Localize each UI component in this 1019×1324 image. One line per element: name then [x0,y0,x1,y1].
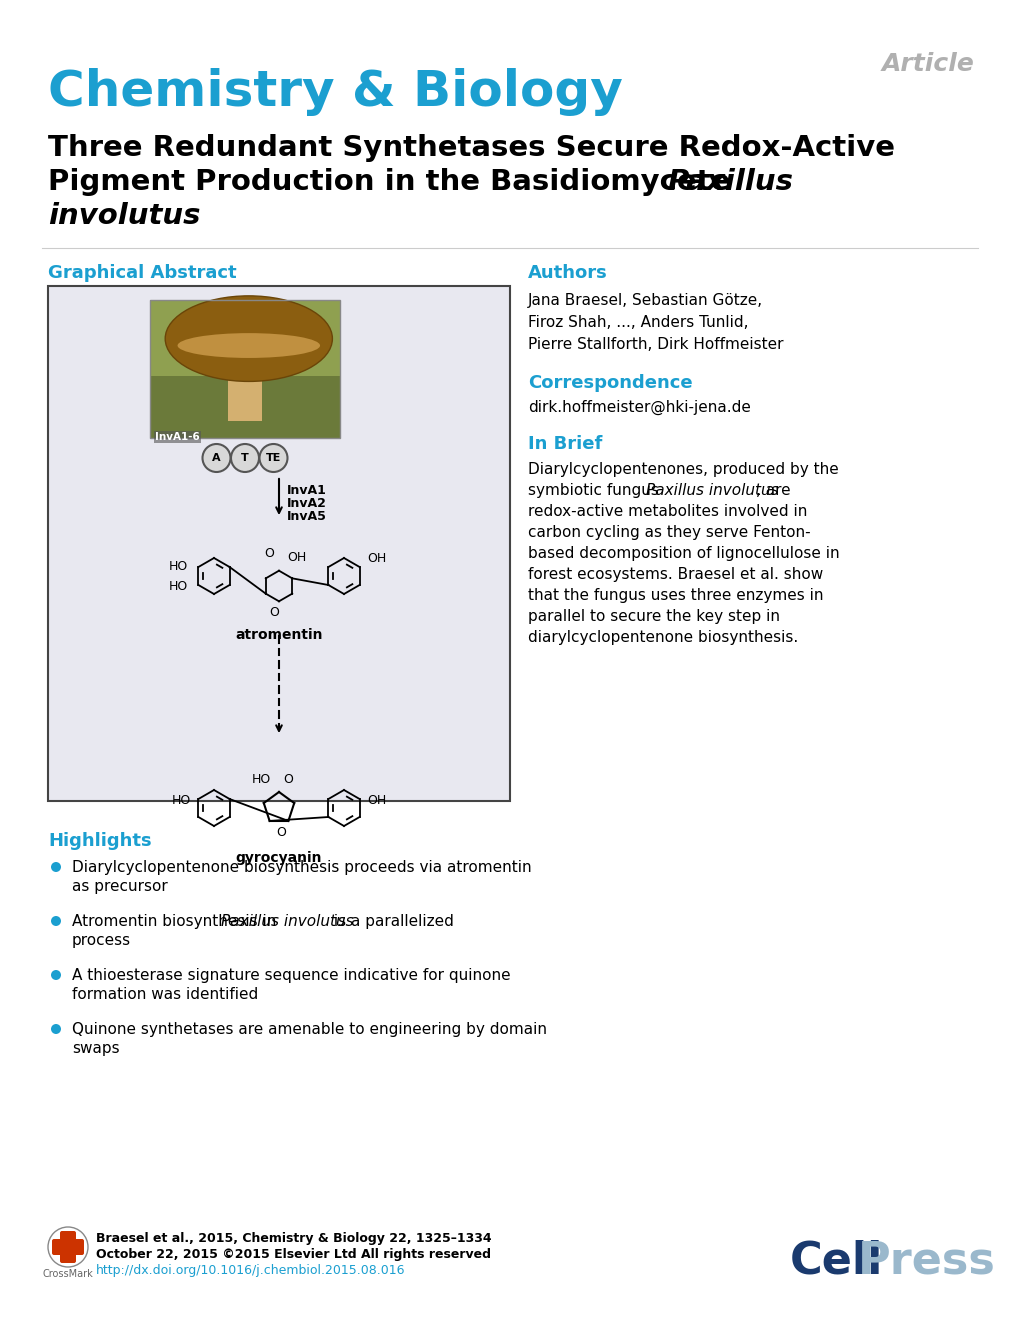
Text: based decomposition of lignocellulose in: based decomposition of lignocellulose in [528,545,839,561]
Text: T: T [240,453,249,463]
FancyBboxPatch shape [48,286,510,801]
Circle shape [51,970,61,980]
Text: InvA5: InvA5 [286,510,326,523]
Text: Authors: Authors [528,263,607,282]
Text: gyrocyanin: gyrocyanin [235,851,322,865]
Text: as precursor: as precursor [72,879,167,894]
Text: Highlights: Highlights [48,831,152,850]
Circle shape [259,444,287,471]
Text: that the fungus uses three enzymes in: that the fungus uses three enzymes in [528,588,822,602]
Text: atromentin: atromentin [235,628,322,642]
Text: formation was identified: formation was identified [72,986,258,1002]
Circle shape [51,916,61,925]
Text: TE: TE [266,453,281,463]
Text: Pierre Stallforth, Dirk Hoffmeister: Pierre Stallforth, Dirk Hoffmeister [528,338,783,352]
Text: OH: OH [367,793,386,806]
Ellipse shape [177,334,320,357]
Text: HO: HO [168,580,187,593]
Text: Paxillus: Paxillus [666,168,792,196]
Text: Braesel et al., 2015, Chemistry & Biology 22, 1325–1334: Braesel et al., 2015, Chemistry & Biolog… [96,1233,491,1245]
Text: forest ecosystems. Braesel et al. show: forest ecosystems. Braesel et al. show [528,567,822,583]
Text: Firoz Shah, ..., Anders Tunlid,: Firoz Shah, ..., Anders Tunlid, [528,315,748,330]
Circle shape [51,862,61,873]
FancyBboxPatch shape [52,1239,84,1255]
Text: Graphical Abstract: Graphical Abstract [48,263,236,282]
Text: Article: Article [881,52,974,75]
Text: Diarylcyclopentenone biosynthesis proceeds via atromentin: Diarylcyclopentenone biosynthesis procee… [72,861,531,875]
FancyBboxPatch shape [60,1231,76,1263]
Ellipse shape [165,295,332,381]
FancyBboxPatch shape [150,301,339,376]
Text: A: A [212,453,220,463]
Text: dirk.hoffmeister@hki-jena.de: dirk.hoffmeister@hki-jena.de [528,400,750,416]
Text: InvA1-6: InvA1-6 [155,432,200,442]
Text: InvA2: InvA2 [286,496,326,510]
Circle shape [48,1227,88,1267]
Text: http://dx.doi.org/10.1016/j.chembiol.2015.08.016: http://dx.doi.org/10.1016/j.chembiol.201… [96,1264,406,1278]
Text: process: process [72,933,131,948]
Text: Jana Braesel, Sebastian Götze,: Jana Braesel, Sebastian Götze, [528,293,762,308]
Text: OH: OH [367,552,386,564]
Text: Cell: Cell [790,1241,882,1283]
Text: parallel to secure the key step in: parallel to secure the key step in [528,609,780,624]
Text: O: O [282,773,292,786]
Text: O: O [269,606,278,620]
Text: redox-active metabolites involved in: redox-active metabolites involved in [528,504,807,519]
FancyBboxPatch shape [150,301,339,438]
Text: Diarylcyclopentenones, produced by the: Diarylcyclopentenones, produced by the [528,462,838,477]
Text: Correspondence: Correspondence [528,373,692,392]
Text: swaps: swaps [72,1041,119,1057]
Text: Quinone synthetases are amenable to engineering by domain: Quinone synthetases are amenable to engi… [72,1022,546,1037]
Text: Paxillus involutus: Paxillus involutus [645,483,777,498]
Circle shape [230,444,259,471]
Text: symbiotic fungus: symbiotic fungus [528,483,663,498]
Text: Pigment Production in the Basidiomycete: Pigment Production in the Basidiomycete [48,168,740,196]
Text: diarylcyclopentenone biosynthesis.: diarylcyclopentenone biosynthesis. [528,630,798,645]
Text: O: O [276,826,285,839]
Text: O: O [264,547,274,560]
Text: Press: Press [857,1241,995,1283]
Text: carbon cycling as they serve Fenton-: carbon cycling as they serve Fenton- [528,526,810,540]
Text: Chemistry & Biology: Chemistry & Biology [48,68,623,117]
Text: involutus: involutus [48,203,201,230]
Text: A thioesterase signature sequence indicative for quinone: A thioesterase signature sequence indica… [72,968,511,982]
Text: CrossMark: CrossMark [43,1268,94,1279]
Text: HO: HO [171,793,191,806]
Text: InvA1: InvA1 [286,485,326,496]
Text: HO: HO [252,773,271,786]
FancyBboxPatch shape [227,364,262,421]
Text: Atromentin biosynthesis in: Atromentin biosynthesis in [72,914,281,929]
Text: Paxillus involutus: Paxillus involutus [221,914,354,929]
Text: HO: HO [168,560,187,572]
Text: Three Redundant Synthetases Secure Redox-Active: Three Redundant Synthetases Secure Redox… [48,134,894,162]
Text: In Brief: In Brief [528,436,602,453]
Text: OH: OH [286,551,306,564]
Text: October 22, 2015 ©2015 Elsevier Ltd All rights reserved: October 22, 2015 ©2015 Elsevier Ltd All … [96,1249,490,1260]
Text: , are: , are [755,483,790,498]
Circle shape [51,1023,61,1034]
Text: is a parallelized: is a parallelized [329,914,453,929]
Circle shape [203,444,230,471]
